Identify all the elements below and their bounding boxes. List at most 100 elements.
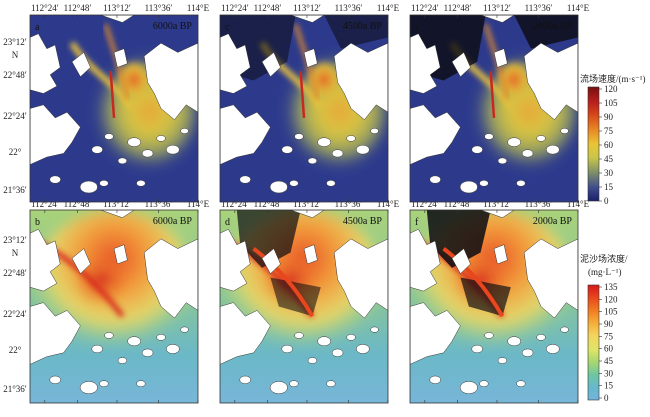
map-panel-c: c 4500a BP [219, 14, 389, 203]
lon-label-bottom: 112°48′ [444, 199, 472, 209]
land-mass [30, 15, 198, 165]
panel-letter: b [35, 217, 40, 228]
panel-period-label: 2000a BP [533, 216, 573, 227]
deposit-area [236, 210, 301, 268]
velocity-colorbar-tick: 90 [604, 112, 614, 122]
island [326, 180, 336, 187]
island [239, 175, 251, 184]
island [370, 326, 379, 333]
panel-letter: d [225, 217, 230, 228]
island [317, 336, 331, 347]
lon-label-bottom: 113°12′ [293, 199, 321, 209]
concentration-colorbar-tick: 90 [604, 319, 614, 329]
concentration-colorbar-tick: 120 [604, 294, 618, 304]
velocity-colorbar-ramp [587, 86, 600, 202]
latitude-labels-bottom-row: 23°12′ N 22°48′ 22°24′ 22° 21°36′ [3, 235, 27, 394]
island [560, 127, 569, 134]
island [117, 157, 128, 165]
longitude-labels-bottom: 112°24′ 112°24′ 112°24′ 112°48′ 112°48′ 112°4… [31, 199, 590, 209]
lat-label: 21°36′ [3, 185, 27, 195]
panel-frame [219, 209, 389, 404]
island [136, 380, 146, 388]
island [560, 326, 569, 333]
island [479, 380, 489, 388]
island [331, 149, 344, 158]
map-panel-a: a 6000a BP [29, 14, 199, 203]
island [331, 348, 344, 357]
panel-period-label: 6000a BP [153, 216, 193, 227]
lon-label-bottom: 114°E [567, 199, 590, 209]
island [307, 357, 318, 364]
panel-letter: c [225, 22, 230, 33]
velocity-colorbar-tick: 0 [604, 196, 609, 206]
concentration-colorbar-tick: 135 [604, 282, 618, 292]
fast-channel [489, 71, 496, 118]
panel-letter: f [415, 217, 419, 228]
land-mass [410, 15, 578, 165]
island [289, 380, 299, 388]
island [459, 180, 478, 194]
lon-label-bottom: 113°12′ [103, 199, 131, 209]
island [484, 133, 494, 140]
lon-label-top: 112°48′ [444, 3, 472, 13]
land-mass [220, 15, 388, 165]
concentration-colorbar-tick: 60 [604, 344, 614, 354]
lat-label: N [12, 248, 19, 258]
concentration-colorbar-title-line1: 泥沙场浓度/ [580, 253, 628, 264]
island [269, 381, 288, 394]
island [156, 135, 166, 142]
lon-label-top: 112°24′ [411, 3, 439, 13]
concentration-colorbar-tick: 75 [604, 331, 614, 341]
velocity-colorbar-tick: 75 [604, 126, 614, 136]
island [127, 137, 141, 147]
island [355, 144, 370, 155]
map-panel-d: d 4500a BP [219, 209, 389, 404]
panel-period-label: 6000a BP [153, 21, 193, 32]
velocity-core [100, 56, 162, 124]
island [127, 336, 141, 347]
land-mass [30, 210, 198, 365]
lon-label-bottom: 114°E [377, 199, 400, 209]
velocity-colorbar-title: 流场速度/(m·s⁻¹) [580, 73, 645, 84]
island [117, 357, 128, 364]
lon-label-top: 113°36′ [145, 3, 173, 13]
velocity-colorbar-tick: 30 [604, 168, 614, 178]
lon-label-bottom: 113°12′ [483, 199, 511, 209]
lon-label-bottom: 112°24′ [411, 199, 439, 209]
island [545, 144, 560, 155]
concentration-colorbar-ramp [587, 284, 600, 401]
island [346, 135, 356, 142]
island [429, 175, 441, 184]
panel-period-label: 2000a BP [533, 21, 573, 32]
lon-label-top: 114°E [567, 3, 590, 13]
lon-label-bottom: 114°E [187, 199, 210, 209]
lat-label: 23°12′ [3, 235, 27, 245]
lon-label-top: 113°12′ [293, 3, 321, 13]
panel-frame [219, 14, 389, 203]
lon-label-top: 113°12′ [103, 3, 131, 13]
panel-letter: e [415, 22, 420, 33]
land-mass [220, 210, 388, 365]
panel-letter: a [35, 22, 40, 33]
concentration-colorbar: 泥沙场浓度/ (mg·L⁻¹) 135 120 105 90 75 60 45 30 15 0 [580, 253, 628, 403]
island [471, 344, 483, 354]
lat-label: 22°48′ [3, 70, 27, 80]
island [326, 380, 336, 388]
island [49, 175, 61, 184]
turbid-channel [442, 247, 505, 318]
concentration-colorbar-tick: 105 [604, 307, 618, 317]
island [104, 133, 114, 140]
velocity-colorbar-tick: 105 [604, 98, 618, 108]
lat-label: 22° [9, 147, 22, 157]
panel-frame [409, 14, 579, 203]
island [536, 135, 546, 142]
island [99, 180, 109, 187]
velocity-colorbar-tick: 60 [604, 140, 614, 150]
fast-channel [109, 71, 116, 118]
map-panel-e: e 2000a BP [409, 14, 579, 203]
panel-period-label: 4500a BP [343, 21, 383, 32]
deposit-area [426, 210, 491, 268]
fast-channel [299, 71, 306, 118]
land-mass [410, 210, 578, 365]
lon-label-bottom: 113°36′ [335, 199, 363, 209]
